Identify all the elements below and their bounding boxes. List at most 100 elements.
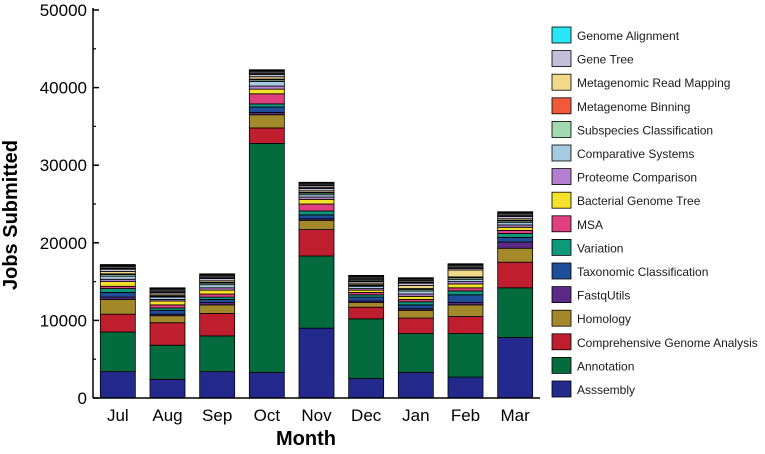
bar-segment-feb-0 bbox=[447, 376, 484, 399]
bar-segment-jul-0 bbox=[99, 371, 136, 399]
bar-segment-jan-6 bbox=[397, 301, 434, 306]
bar-segment-aug-5 bbox=[149, 309, 186, 315]
legend-swatch bbox=[551, 309, 572, 327]
bar-segment-jan-1 bbox=[397, 333, 434, 373]
bar-segment-oct-6 bbox=[248, 103, 285, 108]
legend-swatch bbox=[551, 356, 572, 374]
bar-segment-oct-7 bbox=[248, 93, 285, 105]
bar-segment-jan-10 bbox=[397, 290, 434, 295]
bar-segment-oct-18 bbox=[248, 69, 285, 71]
legend-swatch bbox=[551, 144, 572, 162]
bar-segment-feb-13 bbox=[447, 269, 484, 278]
bar-segment-jul-3 bbox=[99, 299, 136, 315]
bar-segment-aug-3 bbox=[149, 315, 186, 324]
bar-segment-jan-0 bbox=[397, 371, 434, 399]
bar-segment-aug-8 bbox=[149, 300, 186, 306]
y-tick-label: 30000 bbox=[40, 156, 87, 175]
legend-swatch bbox=[551, 26, 572, 44]
legend-label: Metagenome Binning bbox=[577, 100, 690, 114]
legend-label: MSA bbox=[577, 218, 603, 232]
bar-segment-jan-5 bbox=[397, 304, 434, 310]
legend-swatch bbox=[551, 97, 572, 115]
bar-segment-aug-1 bbox=[149, 344, 186, 380]
bar-segment-jan-13 bbox=[397, 285, 434, 289]
bar-segment-feb-5 bbox=[447, 294, 484, 303]
bar-segment-feb-1 bbox=[447, 333, 484, 378]
bar-segment-oct-10 bbox=[248, 80, 285, 87]
bar-segment-dec-3 bbox=[348, 302, 385, 308]
x-tick-label-aug: Aug bbox=[152, 406, 182, 425]
bar-segment-jan-18 bbox=[397, 277, 434, 279]
bar-segment-dec-1 bbox=[348, 318, 385, 380]
bar-segment-dec-18 bbox=[348, 274, 385, 277]
bar-segment-nov-0 bbox=[298, 327, 335, 399]
bar-segment-dec-17 bbox=[348, 275, 385, 280]
bar-segment-oct-5 bbox=[248, 106, 285, 113]
bar-segment-dec-5 bbox=[348, 296, 385, 302]
bar-segment-mar-8 bbox=[497, 226, 534, 231]
y-tick-label: 0 bbox=[78, 389, 87, 408]
bar-segment-feb-6 bbox=[447, 290, 484, 296]
x-tick-label-jul: Jul bbox=[107, 406, 129, 425]
bar-segment-jul-1 bbox=[99, 331, 136, 373]
bar-segment-nov-18 bbox=[298, 181, 335, 184]
bar-segment-mar-3 bbox=[497, 247, 534, 263]
x-tick-label-jan: Jan bbox=[402, 406, 429, 425]
legend-label: Asssembly bbox=[577, 383, 635, 397]
bar-segment-mar-0 bbox=[497, 337, 534, 399]
bar-segment-mar-1 bbox=[497, 287, 534, 338]
bar-segment-jan-3 bbox=[397, 309, 434, 319]
bar-segment-sep-8 bbox=[199, 289, 236, 295]
legend-swatch bbox=[551, 191, 572, 209]
bar-segment-oct-9 bbox=[248, 85, 285, 90]
legend-swatch bbox=[551, 380, 572, 398]
legend-label: Bacterial Genome Tree bbox=[577, 194, 701, 208]
bar-segment-nov-7 bbox=[298, 203, 335, 212]
bar-segment-jul-6 bbox=[99, 288, 136, 293]
legend-label: Metagenomic Read Mapping bbox=[577, 76, 730, 90]
bar-segment-oct-1 bbox=[248, 143, 285, 373]
bar-segment-jul-18 bbox=[99, 264, 136, 266]
x-tick-label-dec: Dec bbox=[351, 406, 382, 425]
bar-segment-nov-3 bbox=[298, 219, 335, 231]
legend: Genome Alignment Gene Tree Metagenomic Rea… bbox=[551, 26, 758, 398]
bar-segment-nov-8 bbox=[298, 198, 335, 205]
bar-segment-dec-2 bbox=[348, 306, 385, 320]
bar-segment-oct-2 bbox=[248, 127, 285, 144]
bar-segment-feb-8 bbox=[447, 283, 484, 289]
bar-segment-mar-18 bbox=[497, 211, 534, 213]
bar-segment-mar-5 bbox=[497, 236, 534, 243]
legend-swatch bbox=[551, 262, 572, 280]
axes-layer: 0 10000 20000 30000 40000 50000 Jul Aug Sep Oct No… bbox=[40, 1, 540, 425]
legend-label: Homology bbox=[577, 312, 631, 326]
x-tick-label-sep: Sep bbox=[202, 406, 232, 425]
bar-segment-oct-0 bbox=[248, 371, 285, 399]
legend-label: Annotation bbox=[577, 359, 634, 373]
y-tick-label: 10000 bbox=[40, 311, 87, 330]
y-tick-label: 40000 bbox=[40, 79, 87, 98]
bar-segment-feb-2 bbox=[447, 316, 484, 334]
x-tick-label-feb: Feb bbox=[451, 406, 480, 425]
bar-segment-mar-4 bbox=[497, 241, 534, 249]
bar-segment-mar-7 bbox=[497, 229, 534, 234]
bar-segment-jan-2 bbox=[397, 317, 434, 334]
bar-segment-dec-0 bbox=[348, 378, 385, 399]
legend-label: Comparative Systems bbox=[577, 147, 694, 161]
bar-segment-mar-6 bbox=[497, 233, 534, 238]
bar-segment-feb-18 bbox=[447, 263, 484, 265]
legend-swatch bbox=[551, 168, 572, 186]
bar-segment-sep-1 bbox=[199, 335, 236, 373]
bar-segment-feb-7 bbox=[447, 287, 484, 292]
legend-label: Variation bbox=[577, 241, 623, 255]
legend-swatch bbox=[551, 73, 572, 91]
bar-segment-nov-1 bbox=[298, 255, 335, 329]
legend-swatch bbox=[551, 50, 572, 67]
bar-segment-jul-2 bbox=[99, 313, 136, 333]
bar-segment-aug-7 bbox=[149, 304, 186, 309]
bar-segment-nov-2 bbox=[298, 229, 335, 257]
bars-layer bbox=[99, 69, 534, 399]
bar-segment-aug-0 bbox=[149, 378, 186, 399]
legend-label: Genome Alignment bbox=[577, 29, 680, 43]
y-axis-title: Jobs Submitted bbox=[0, 140, 22, 290]
